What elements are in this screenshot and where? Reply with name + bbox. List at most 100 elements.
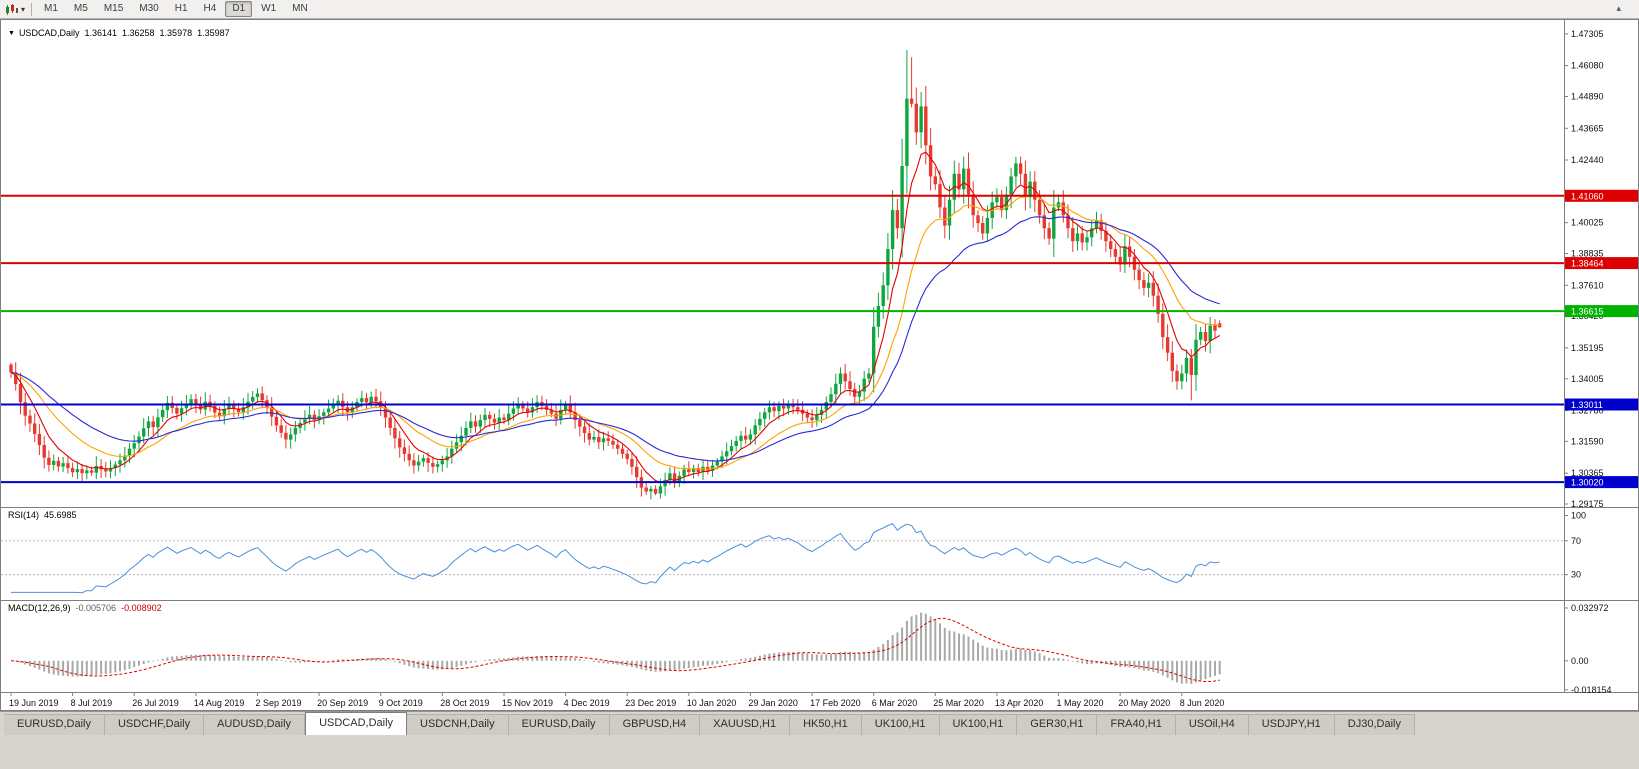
chart-tab-8-hk50-h1[interactable]: HK50,H1 [790,714,862,735]
price-tag-1.33011 [1565,398,1638,411]
rsi-value: 45.6985 [44,510,77,520]
svg-text:1.38835: 1.38835 [1571,249,1604,259]
timeframe-button-d1[interactable]: D1 [225,1,253,17]
chart-tab-11-ger30-h1[interactable]: GER30,H1 [1017,714,1098,735]
svg-text:2 Sep 2019: 2 Sep 2019 [256,698,302,708]
chart-tab-2-audusd-daily[interactable]: AUDUSD,Daily [204,714,306,735]
chart-tab-14-usdjpy-h1[interactable]: USDJPY,H1 [1248,714,1335,735]
ohlc-open: 1.36141 [84,28,117,38]
svg-text:0.032972: 0.032972 [1571,603,1609,613]
chart-symbol-period: USDCAD,Daily [18,28,80,38]
chart-tab-13-usoil-h4[interactable]: USOil,H4 [1175,714,1249,735]
svg-text:1.36615: 1.36615 [1571,307,1604,317]
ohlc-high: 1.36258 [122,28,155,38]
svg-text:1.47305: 1.47305 [1571,29,1604,39]
moving-average-7 [10,151,1220,483]
timeframe-button-m1[interactable]: M1 [44,3,58,14]
svg-text:25 Mar 2020: 25 Mar 2020 [933,698,984,708]
chart-tab-3-usdcad-daily[interactable]: USDCAD,Daily [305,712,408,735]
rsi-line [11,522,1220,594]
chart-tab-12-fra40-h1[interactable]: FRA40,H1 [1097,714,1176,735]
chart-tab-6-gbpusd-h4[interactable]: GBPUSD,H4 [609,714,701,735]
rsi-indicator-label: RSI(14) 45.6985 [8,510,77,520]
svg-text:4 Dec 2019: 4 Dec 2019 [564,698,610,708]
moving-average-18 [10,194,1220,470]
macd-histogram [14,612,1221,684]
svg-text:28 Oct 2019: 28 Oct 2019 [440,698,489,708]
periodicity-toolbar: ▾ M1 M5 M15 M30 H1 H4 D1 W1 MN ▴ [0,0,1639,19]
svg-text:1.44890: 1.44890 [1571,92,1604,102]
timeframe-button-w1[interactable]: W1 [261,3,277,14]
svg-text:8 Jul 2019: 8 Jul 2019 [71,698,113,708]
chart-tab-10-uk100-h1[interactable]: UK100,H1 [939,714,1018,735]
timeframe-button-h1[interactable]: H1 [174,3,188,14]
candlestick-series [9,50,1222,500]
toolbar-overflow-icon[interactable]: ▴ [1616,3,1621,13]
toolbar-separator [31,2,33,16]
macd-name: MACD(12,26,9) [8,603,71,613]
svg-text:20 Sep 2019: 20 Sep 2019 [317,698,368,708]
timeframe-button-group: M1 M5 M15 M30 H1 H4 D1 W1 MN [36,0,316,18]
ohlc-low: 1.35978 [159,28,193,38]
macd-signal-value: -0.008902 [121,603,162,613]
price-tag-1.36615 [1565,305,1638,318]
timeframe-button-m15[interactable]: M15 [103,3,124,14]
moving-average-32 [10,216,1220,462]
svg-text:9 Oct 2019: 9 Oct 2019 [379,698,423,708]
svg-text:10 Jan 2020: 10 Jan 2020 [687,698,737,708]
svg-text:14 Aug 2019: 14 Aug 2019 [194,698,245,708]
svg-text:1.29175: 1.29175 [1571,499,1604,509]
chart-canvas[interactable]: 1.47305 1.46080 1.44890 1.43665 1.42440 1.400… [1,20,1638,710]
svg-text:0.00: 0.00 [1571,656,1589,666]
svg-text:1.34005: 1.34005 [1571,374,1604,384]
svg-text:23 Dec 2019: 23 Dec 2019 [625,698,676,708]
chart-tab-0-eurusd-daily[interactable]: EURUSD,Daily [4,714,105,735]
macd-signal-line [10,617,1220,683]
chart-tab-9-uk100-h1[interactable]: UK100,H1 [861,714,940,735]
svg-text:1.38464: 1.38464 [1571,259,1604,269]
date-axis[interactable]: 19 Jun 2019 8 Jul 2019 26 Jul 2019 14 Aug 2… [9,692,1224,708]
chart-tab-5-eurusd-daily[interactable]: EURUSD,Daily [508,714,610,735]
svg-text:1.40025: 1.40025 [1571,218,1604,228]
macd-main-value: -0.005706 [75,603,117,613]
svg-text:1.30020: 1.30020 [1571,478,1604,488]
svg-text:15 Nov 2019: 15 Nov 2019 [502,698,553,708]
timeframe-button-h4[interactable]: H4 [203,3,217,14]
ohlc-close: 1.35987 [197,28,230,38]
svg-text:17 Feb 2020: 17 Feb 2020 [810,698,861,708]
svg-text:1.42440: 1.42440 [1571,155,1604,165]
price-axis[interactable]: 1.47305 1.46080 1.44890 1.43665 1.42440 1.400… [1564,29,1638,695]
svg-text:1.37610: 1.37610 [1571,280,1604,290]
svg-text:8 Jun 2020: 8 Jun 2020 [1180,698,1225,708]
svg-text:20 May 2020: 20 May 2020 [1118,698,1170,708]
svg-text:26 Jul 2019: 26 Jul 2019 [132,698,179,708]
chart-type-dropdown-icon[interactable]: ▾ [21,4,26,14]
svg-text:29 Jan 2020: 29 Jan 2020 [748,698,798,708]
timeframe-button-m5[interactable]: M5 [73,3,88,14]
chart-tab-15-dj30-daily[interactable]: DJ30,Daily [1334,714,1415,735]
chart-window[interactable]: 1.47305 1.46080 1.44890 1.43665 1.42440 1.400… [0,19,1639,711]
svg-text:6 Mar 2020: 6 Mar 2020 [872,698,918,708]
svg-text:-0.018154: -0.018154 [1571,685,1612,695]
svg-text:1.31590: 1.31590 [1571,436,1604,446]
svg-text:70: 70 [1571,536,1581,546]
svg-text:1 May 2020: 1 May 2020 [1057,698,1104,708]
chart-tab-7-xauusd-h1[interactable]: XAUUSD,H1 [700,714,791,735]
svg-text:1.43665: 1.43665 [1571,123,1604,133]
chart-type-icon[interactable] [4,2,20,16]
svg-text:30: 30 [1571,570,1581,580]
timeframe-button-m30[interactable]: M30 [139,3,159,14]
price-tag-1.30020 [1565,476,1638,489]
chart-tab-1-usdchf-daily[interactable]: USDCHF,Daily [104,714,205,735]
macd-indicator-label: MACD(12,26,9) -0.005706 -0.008902 [8,603,162,613]
status-bar [0,735,1639,769]
svg-text:1.46080: 1.46080 [1571,61,1604,71]
svg-text:19 Jun 2019: 19 Jun 2019 [9,698,59,708]
chart-tab-4-usdcnh-daily[interactable]: USDCNH,Daily [407,714,509,735]
timeframe-button-mn[interactable]: MN [292,3,308,14]
svg-text:1.30365: 1.30365 [1571,468,1604,478]
price-tag-1.41060 [1565,189,1638,202]
svg-text:100: 100 [1571,511,1586,521]
svg-text:1.35195: 1.35195 [1571,343,1604,353]
